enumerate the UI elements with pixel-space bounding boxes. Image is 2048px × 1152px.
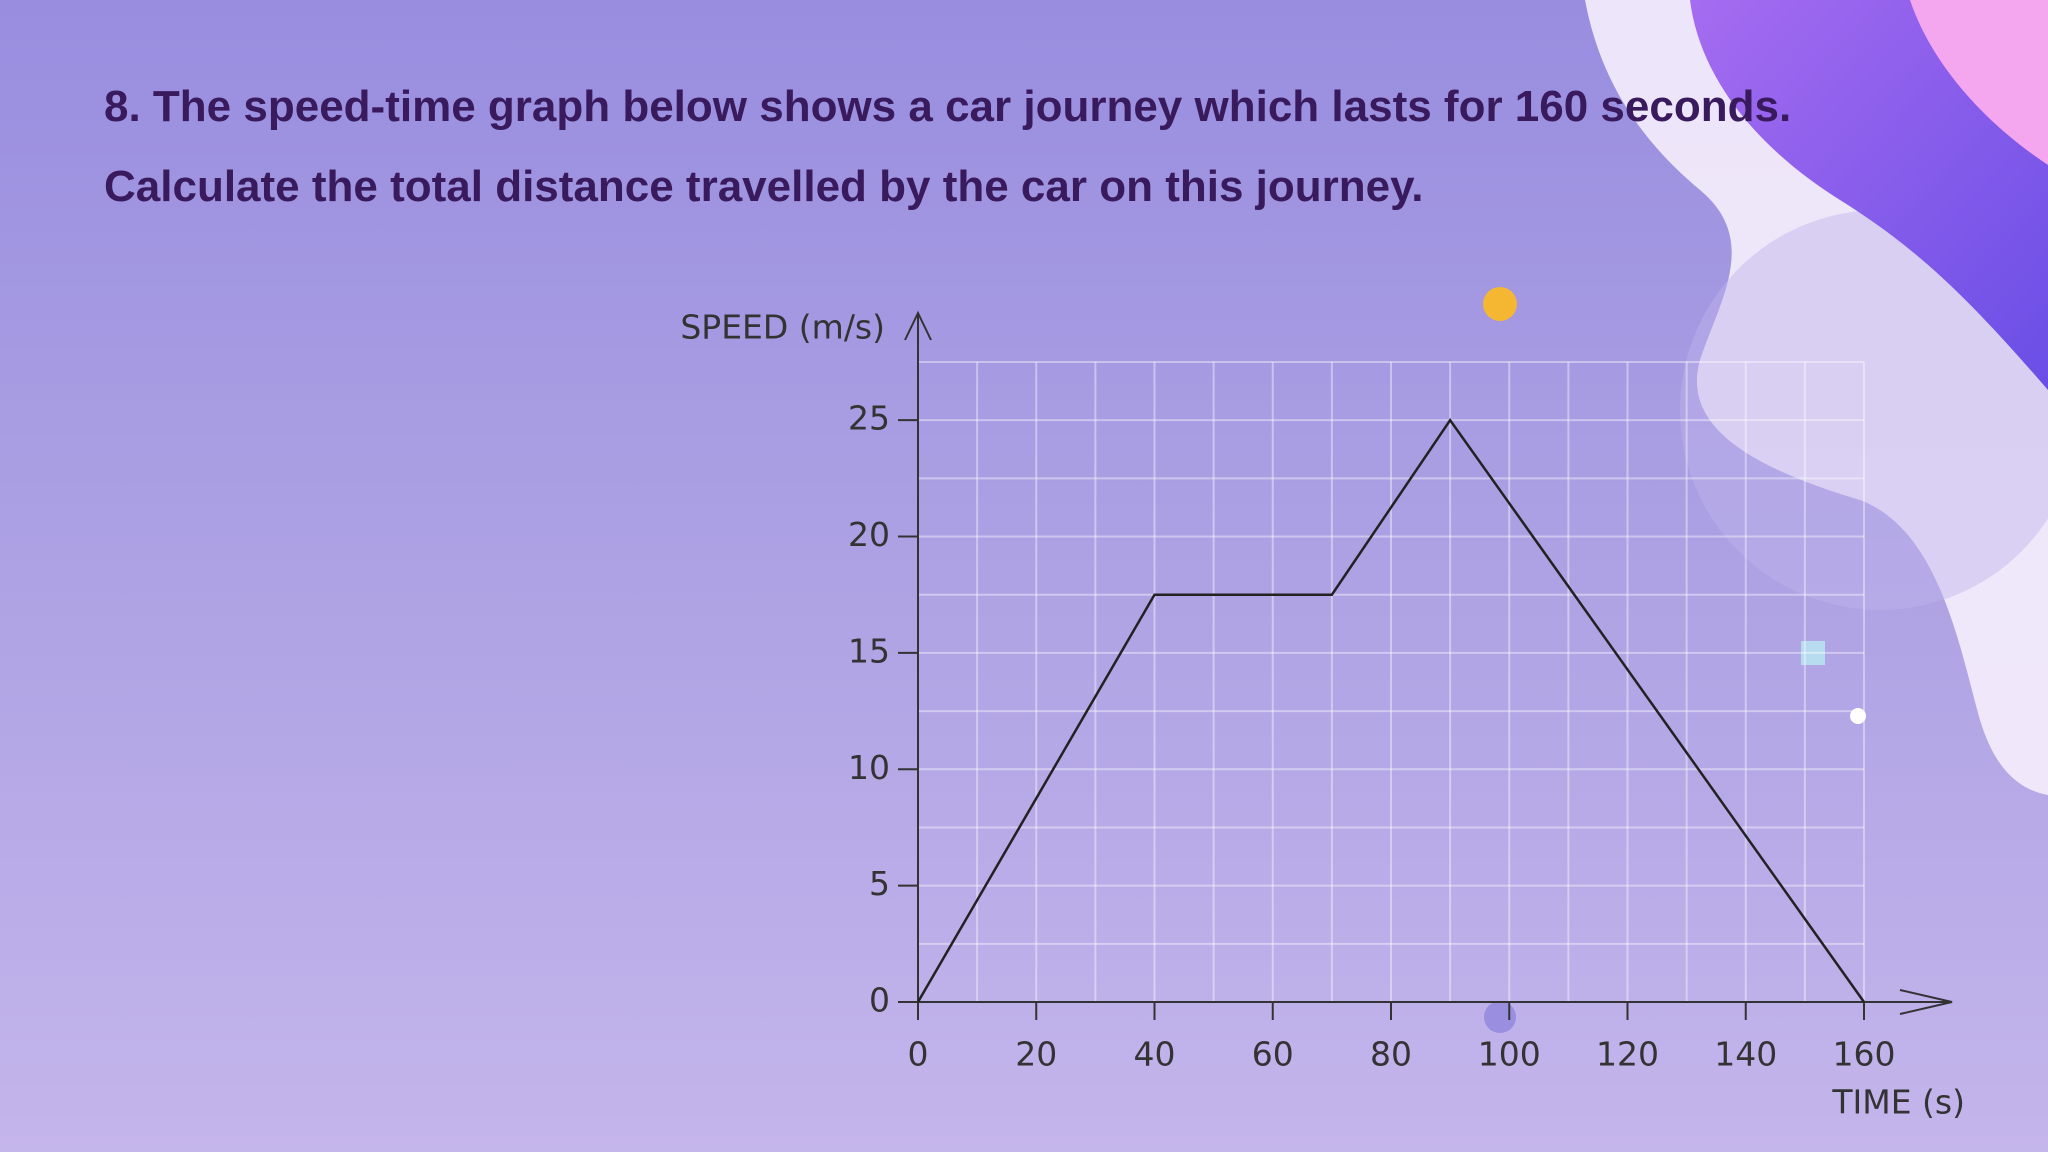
- question: 8. The speed-time graph below shows a ca…: [104, 80, 1844, 240]
- x-tick-label: 20: [1015, 1035, 1057, 1074]
- x-tick-label: 160: [1833, 1035, 1896, 1074]
- y-tick-label: 20: [848, 515, 890, 554]
- x-tick-label: 0: [908, 1035, 929, 1074]
- axes: [904, 310, 1953, 1015]
- x-tick-label: 60: [1252, 1035, 1294, 1074]
- question-text: 8. The speed-time graph below shows a ca…: [104, 82, 1792, 131]
- y-tick-label: 5: [869, 864, 890, 903]
- grid: [917, 361, 1865, 1003]
- y-tick-label: 10: [848, 748, 890, 787]
- x-axis-label: TIME (s): [1831, 1083, 1965, 1122]
- y-tick-label: 15: [848, 631, 890, 670]
- x-tick-label: 120: [1596, 1035, 1659, 1074]
- speed-line: [916, 417, 1866, 1003]
- question-text: Calculate the total distance travelled b…: [104, 162, 1424, 211]
- x-tick-label: 80: [1370, 1035, 1412, 1074]
- y-tick-label: 25: [848, 399, 890, 438]
- x-tick-label: 100: [1478, 1035, 1541, 1074]
- x-tick-label: 140: [1714, 1035, 1777, 1074]
- y-axis-label: SPEED (m/s): [680, 308, 885, 347]
- decoration: [1483, 0, 2048, 1033]
- y-tick-label: 0: [869, 981, 890, 1020]
- x-tick-label: 40: [1134, 1035, 1176, 1074]
